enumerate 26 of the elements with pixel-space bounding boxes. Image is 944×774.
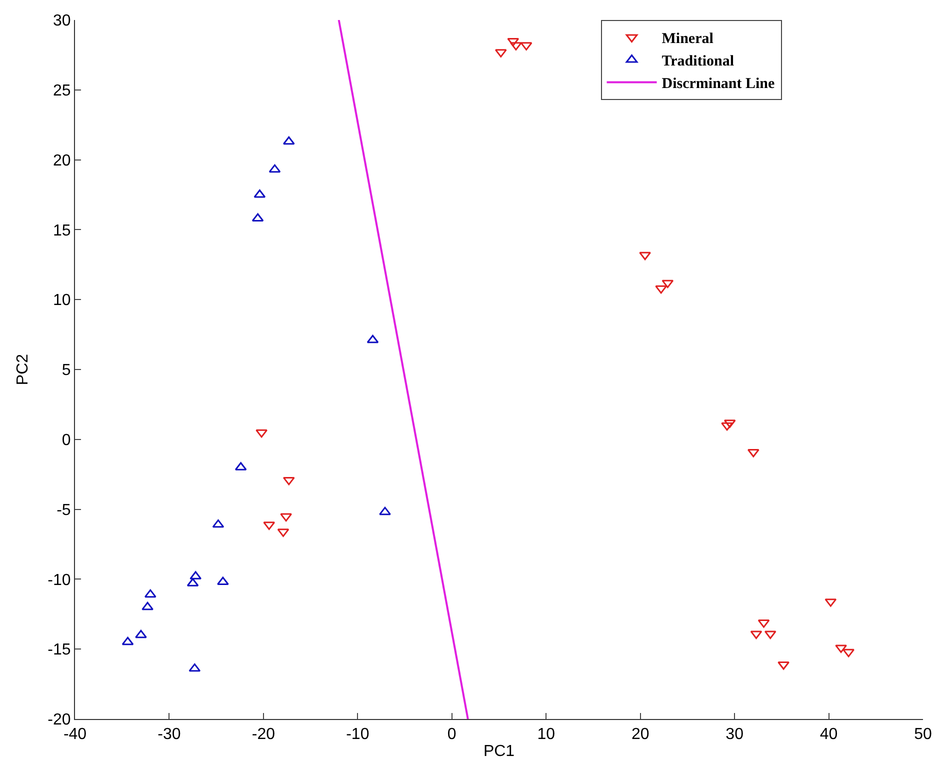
x-tick-label: 50 [914, 726, 932, 744]
legend-label: Discrminant Line [662, 76, 776, 92]
y-tick-label: 10 [53, 292, 71, 310]
y-tick-label: 20 [53, 152, 71, 170]
x-tick-label: -10 [346, 726, 370, 744]
x-tick-label: -30 [158, 726, 181, 744]
x-tick-label: -20 [252, 726, 276, 744]
y-tick-label: 25 [53, 82, 71, 100]
y-tick-label: 5 [62, 362, 71, 380]
legend-label: Traditional [662, 54, 734, 70]
y-tick-label: 30 [53, 12, 71, 30]
x-tick-label: 30 [726, 726, 744, 744]
x-tick-label: 40 [820, 726, 838, 744]
x-tick-label: -40 [63, 726, 87, 744]
y-tick-label: 15 [53, 222, 71, 240]
x-tick-label: 0 [447, 726, 456, 744]
y-axis-title: PC2 [14, 354, 32, 386]
y-tick-label: -20 [48, 712, 71, 729]
y-tick-label: -10 [48, 572, 71, 589]
y-tick-label: -15 [48, 642, 71, 659]
x-tick-label: 20 [631, 726, 650, 744]
y-tick-label: 0 [62, 432, 71, 449]
legend-label: Mineral [662, 31, 714, 48]
y-tick-label: -5 [56, 502, 71, 519]
x-tick-label: 10 [537, 726, 556, 744]
x-axis-title: PC1 [483, 742, 515, 760]
